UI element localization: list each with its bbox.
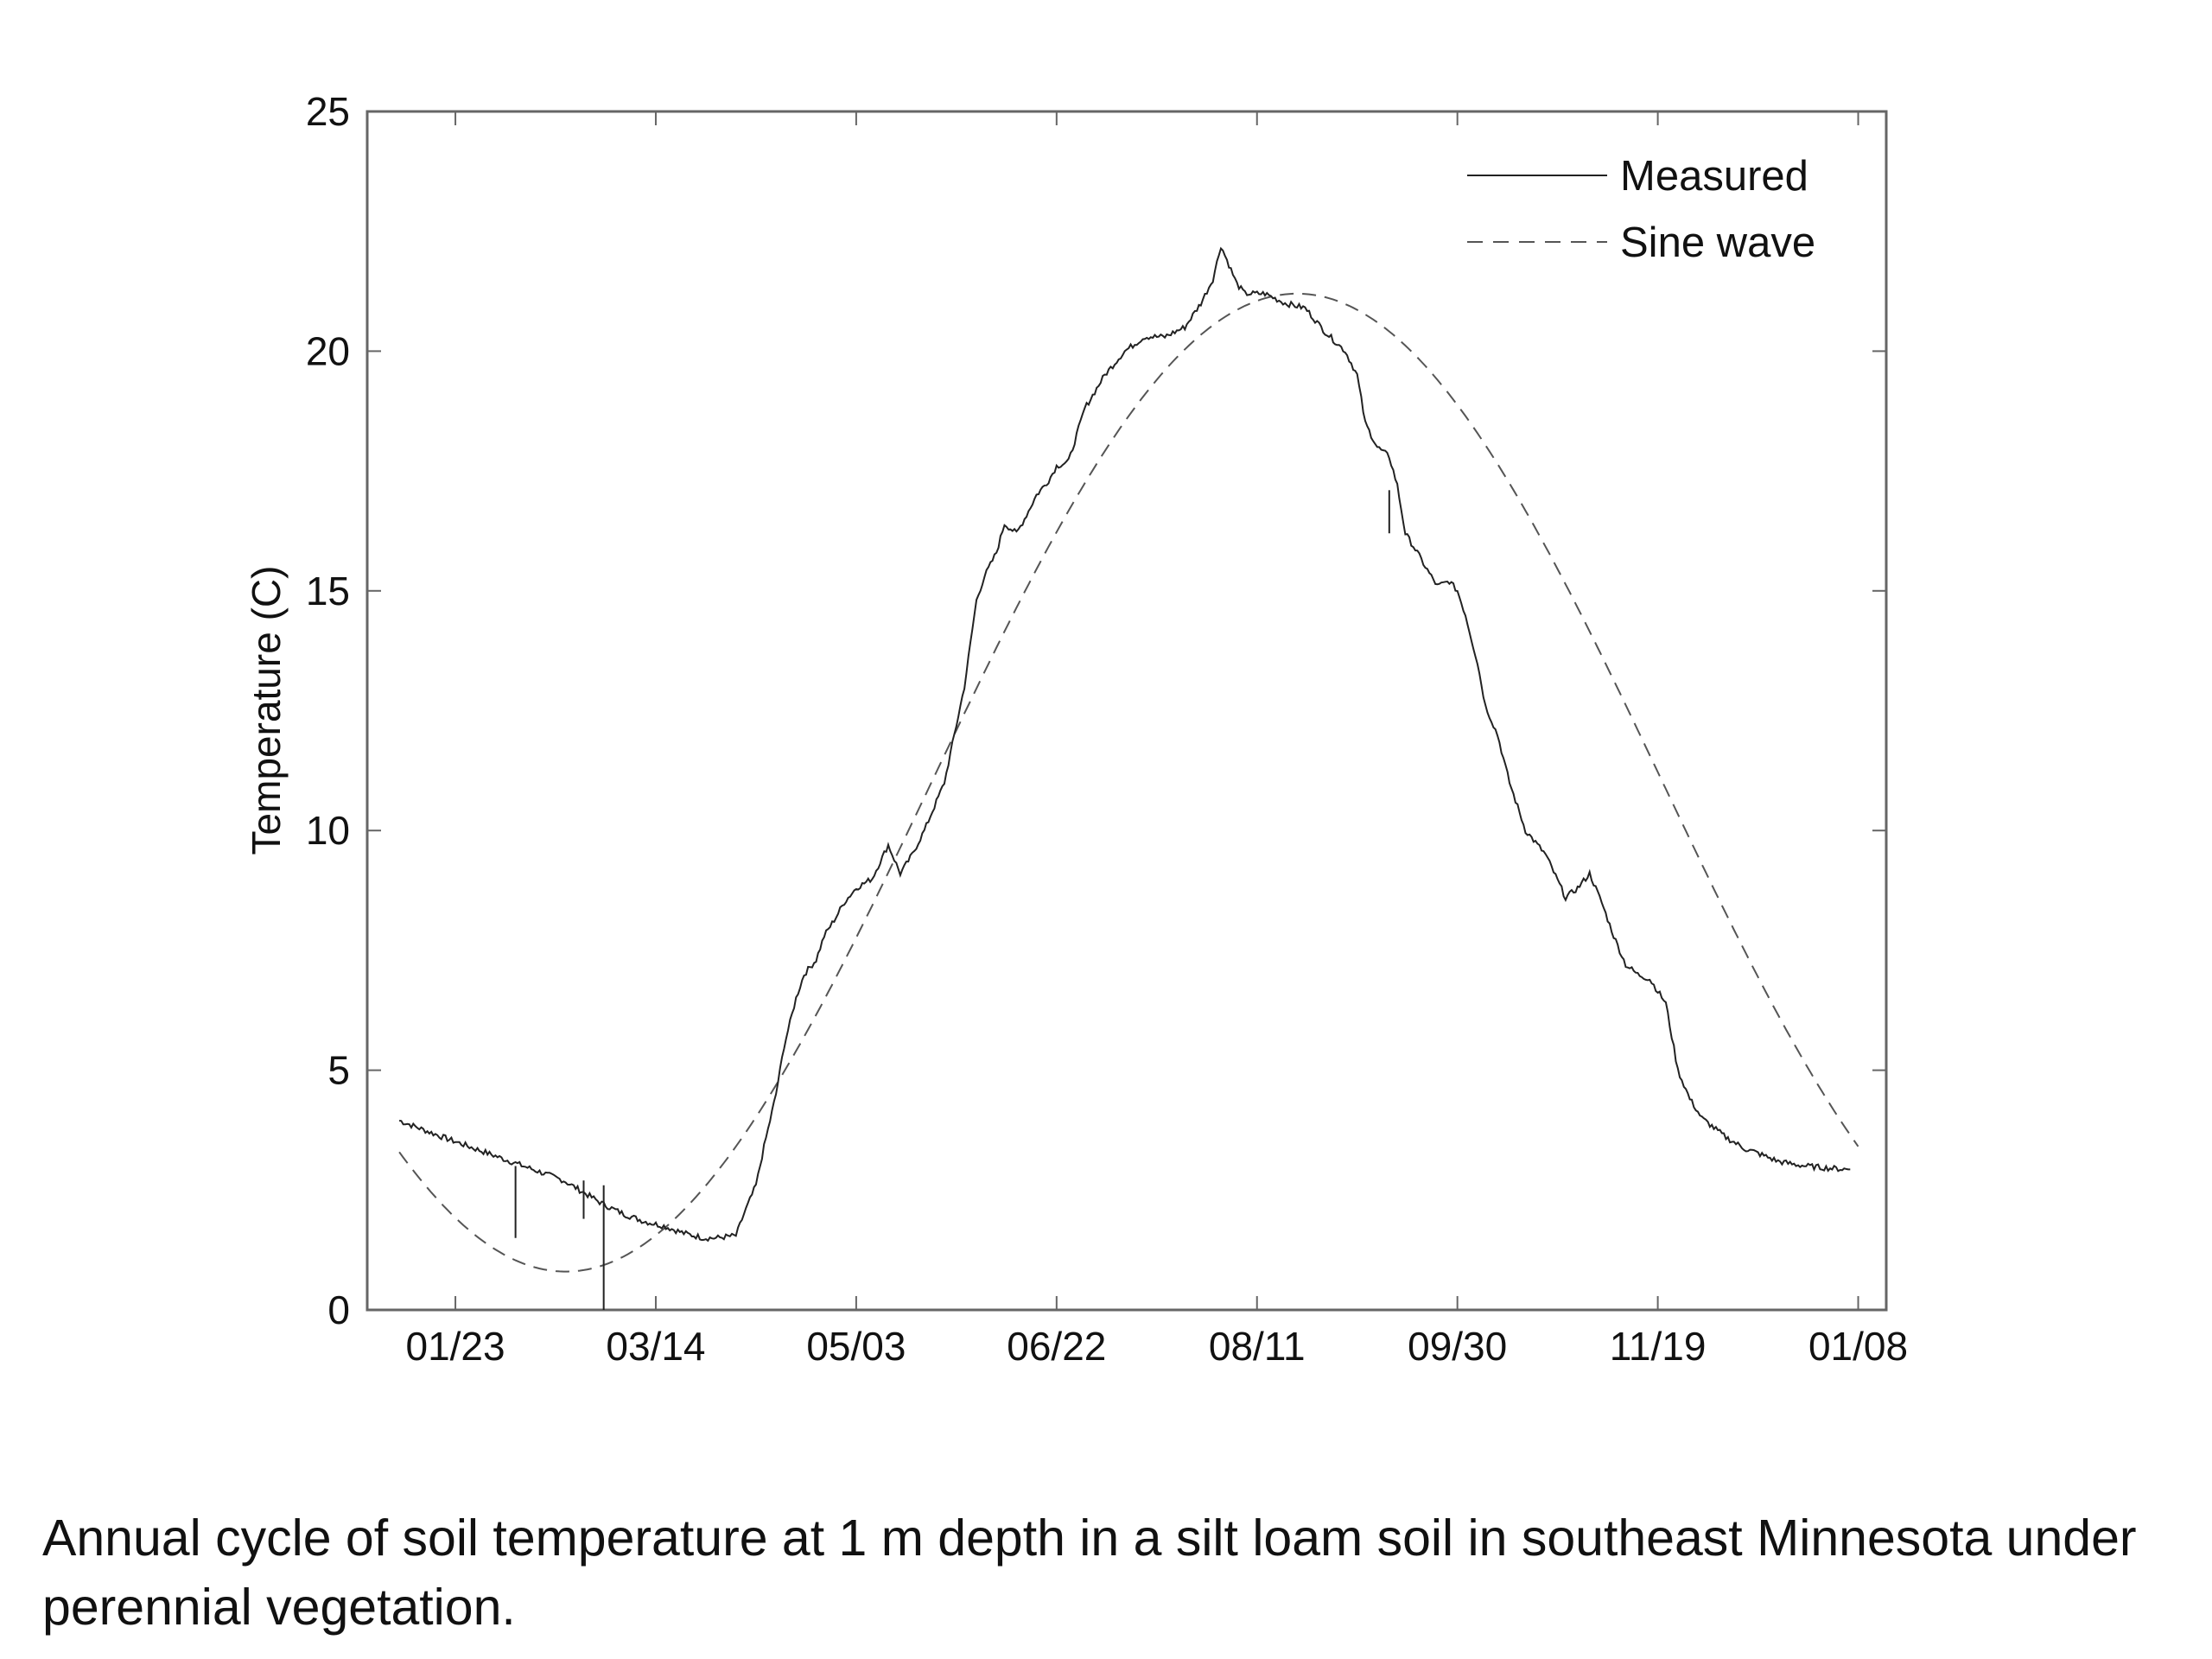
- series-measured-line: [398, 246, 1851, 1243]
- y-tick-label: 25: [306, 89, 350, 134]
- legend: Measured Sine wave: [1467, 153, 1815, 266]
- x-tick-label: 01/08: [1808, 1324, 1908, 1369]
- figure-caption: Annual cycle of soil temperature at 1 m …: [42, 1510, 2137, 1636]
- x-tick-label: 09/30: [1408, 1324, 1507, 1369]
- legend-measured-label: Measured: [1620, 153, 1808, 200]
- y-tick-label: 0: [327, 1287, 350, 1332]
- x-tick-label: 06/22: [1007, 1324, 1106, 1369]
- x-tick-label: 03/14: [606, 1324, 705, 1369]
- x-tick-label: 08/11: [1209, 1324, 1306, 1369]
- y-tick-label: 10: [306, 808, 350, 853]
- y-axis-label: Temperature (C): [244, 566, 289, 855]
- x-tick-label: 11/19: [1610, 1324, 1707, 1369]
- y-tick-label: 20: [306, 328, 350, 373]
- x-tick-label: 01/23: [405, 1324, 505, 1369]
- y-tick-label: 15: [306, 569, 350, 613]
- plot-area-frame: [365, 110, 1888, 1312]
- series-layer: [398, 246, 1859, 1310]
- x-axis-tick-labels: 01/23 03/14 05/03 06/22 08/11 09/30 11/19 01/08: [405, 1324, 1908, 1369]
- y-tick-label: 5: [327, 1048, 350, 1093]
- legend-sine-label: Sine wave: [1620, 219, 1815, 266]
- x-tick-label: 05/03: [806, 1324, 906, 1369]
- y-axis-tick-labels: 0 5 10 15 20 25: [306, 89, 350, 1332]
- series-sine-wave-line: [398, 292, 1859, 1273]
- axis-ticks: [367, 111, 1886, 1311]
